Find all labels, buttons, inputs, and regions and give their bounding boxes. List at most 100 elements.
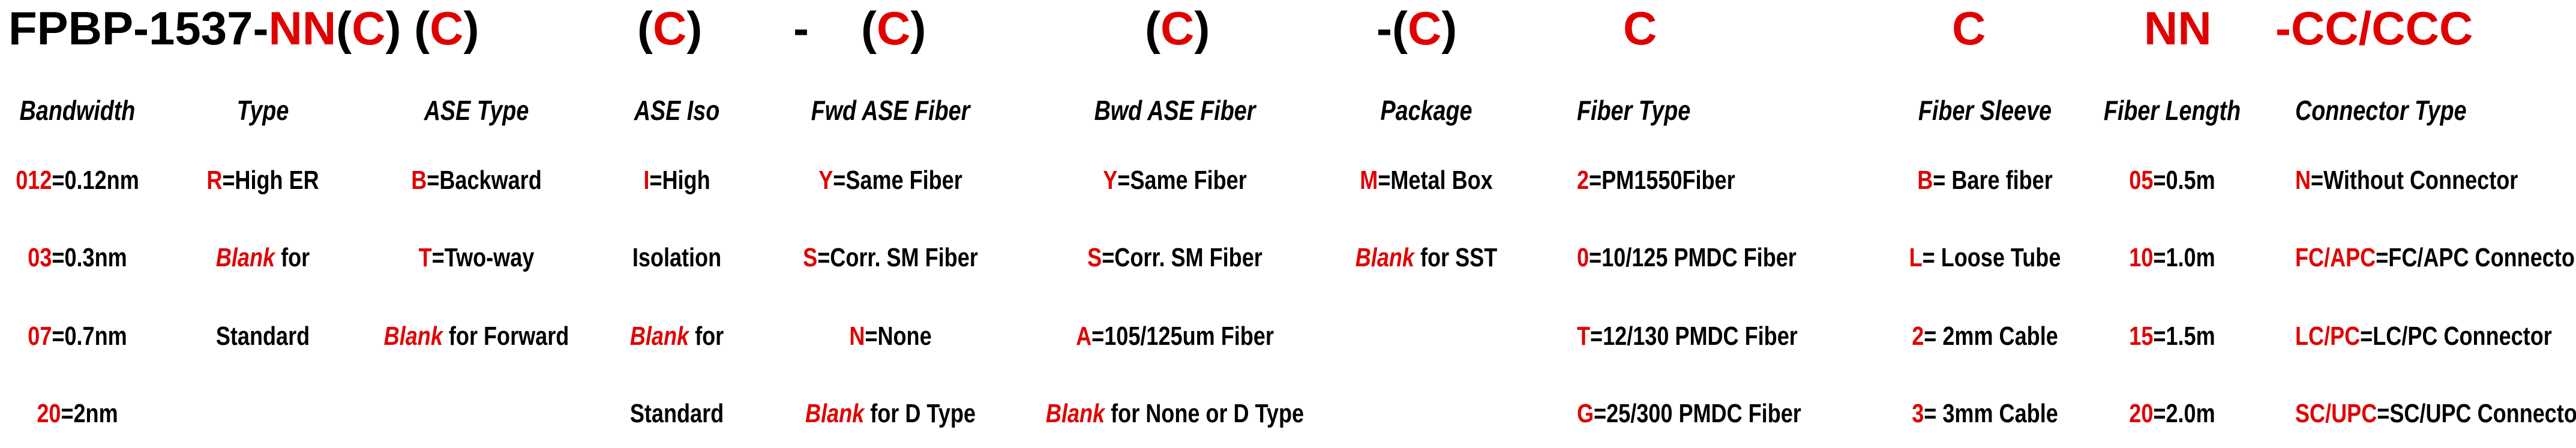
option-line: B=Backward (411, 166, 542, 195)
option-code: 03 (28, 243, 52, 272)
option-line: 20=2nm (37, 399, 118, 428)
option-line: N=Without Connector (2295, 166, 2518, 195)
option-line: 05=0.5m (2129, 166, 2215, 195)
option-blank: Blank (630, 321, 691, 351)
option-line: Blank for None or D Type (1046, 399, 1304, 428)
option-text: =High (649, 166, 710, 195)
option-line: Blank for Forward (384, 321, 569, 351)
option-text: =105/125um Fiber (1091, 321, 1274, 351)
option-line: M=Metal Box (1360, 166, 1493, 195)
option-line: Standard (216, 321, 310, 351)
option-text: = 2mm Cable (1924, 321, 2058, 351)
code-part: -( (1377, 2, 1408, 55)
option-line: L= Loose Tube (1909, 243, 2061, 272)
option-line: SC/UPC=SC/UPC Connector (2295, 399, 2576, 428)
option-code: 20 (2129, 399, 2153, 428)
code-part: C (1160, 2, 1194, 55)
option-code: 012 (16, 166, 52, 195)
option-text: =Two-way (432, 243, 535, 272)
option-blank: Blank (805, 399, 866, 428)
column-heading: Type (237, 95, 289, 125)
code-part: C (1952, 2, 1986, 55)
option-line: G=25/300 PMDC Fiber (1577, 399, 1801, 428)
option-blank: Blank (384, 321, 445, 351)
option-text: for None or D Type (1105, 399, 1304, 428)
option-blank: Blank (1046, 399, 1106, 428)
option-text: =FC/APC Connector (2376, 243, 2576, 272)
code-segment: (C) (637, 2, 702, 55)
code-part: C (430, 2, 463, 55)
option-code: G (1577, 399, 1594, 428)
option-code: 15 (2129, 321, 2153, 351)
code-part: C (877, 2, 910, 55)
option-line: Isolation (632, 243, 721, 272)
option-columns: Bandwidth012=0.12nm03=0.3nm07=0.7nm20=2n… (16, 95, 2576, 428)
code-part: ) (686, 2, 702, 55)
option-code: Y (818, 166, 833, 195)
option-line: T=12/130 PMDC Fiber (1577, 321, 1798, 351)
code-part: ) ( (386, 2, 430, 55)
column-heading: Fiber Sleeve (1918, 95, 2052, 125)
option-line: FC/APC=FC/APC Connector (2295, 243, 2576, 272)
column-heading: Fiber Length (2104, 95, 2241, 125)
option-text: =Without Connector (2311, 166, 2518, 195)
option-text: =0.3nm (52, 243, 127, 272)
code-segment: -(C) (1377, 2, 1457, 55)
option-code: T (1577, 321, 1590, 351)
option-text: =Same Fiber (1117, 166, 1247, 195)
option-text: Isolation (632, 243, 721, 272)
option-line: A=105/125um Fiber (1076, 321, 1274, 351)
code-part: -CC/CCC (2275, 2, 2473, 55)
option-line: N=None (849, 321, 931, 351)
column-heading: Fiber Type (1577, 95, 1690, 125)
code-part: C (1408, 2, 1441, 55)
option-line: T=Two-way (419, 243, 535, 272)
option-text: =1.0m (2153, 243, 2215, 272)
option-text: Standard (630, 399, 724, 428)
code-segment: - (793, 2, 809, 55)
option-text: = 3mm Cable (1924, 399, 2058, 428)
option-text: for D Type (864, 399, 976, 428)
option-text: =25/300 PMDC Fiber (1594, 399, 1801, 428)
code-part: C (1623, 2, 1657, 55)
code-part: C (653, 2, 686, 55)
option-text: =None (865, 321, 931, 351)
code-segment: NN (2144, 2, 2212, 55)
code-part: ) (463, 2, 479, 55)
option-text: =SC/UPC Connector (2377, 399, 2576, 428)
option-line: 15=1.5m (2129, 321, 2215, 351)
code-segment: (C) (1145, 2, 1210, 55)
column-heading: Connector Type (2295, 95, 2467, 125)
option-line: 20=2.0m (2129, 399, 2215, 428)
code-part: NN (269, 2, 337, 55)
option-code: M (1360, 166, 1378, 195)
option-code: L (1909, 243, 1923, 272)
column-heading: Fwd ASE Fiber (811, 95, 971, 125)
code-part: ( (637, 2, 653, 55)
code-part: ) (910, 2, 926, 55)
option-code: SC/UPC (2295, 399, 2377, 428)
code-part: C (352, 2, 385, 55)
option-line: B= Bare fiber (1917, 166, 2053, 195)
code-segment: C (1952, 2, 1986, 55)
option-code: R (206, 166, 222, 195)
option-code: LC/PC (2295, 321, 2360, 351)
option-code: T (419, 243, 432, 272)
option-code: N (849, 321, 865, 351)
option-text: =0.12nm (52, 166, 139, 195)
code-part: - (793, 2, 809, 55)
code-part: ) (1441, 2, 1457, 55)
option-text: =LC/PC Connector (2360, 321, 2552, 351)
option-text: =Backward (427, 166, 541, 195)
option-line: 2= 2mm Cable (1912, 321, 2058, 351)
option-line: Blank for SST (1356, 243, 1498, 272)
option-line: R=High ER (206, 166, 319, 195)
option-text: =2.0m (2153, 399, 2215, 428)
option-text: =High ER (222, 166, 319, 195)
option-blank: Blank (216, 243, 277, 272)
option-code: 05 (2129, 166, 2153, 195)
option-line: S=Corr. SM Fiber (803, 243, 978, 272)
option-line: 3= 3mm Cable (1912, 399, 2058, 428)
option-line: 03=0.3nm (28, 243, 127, 272)
